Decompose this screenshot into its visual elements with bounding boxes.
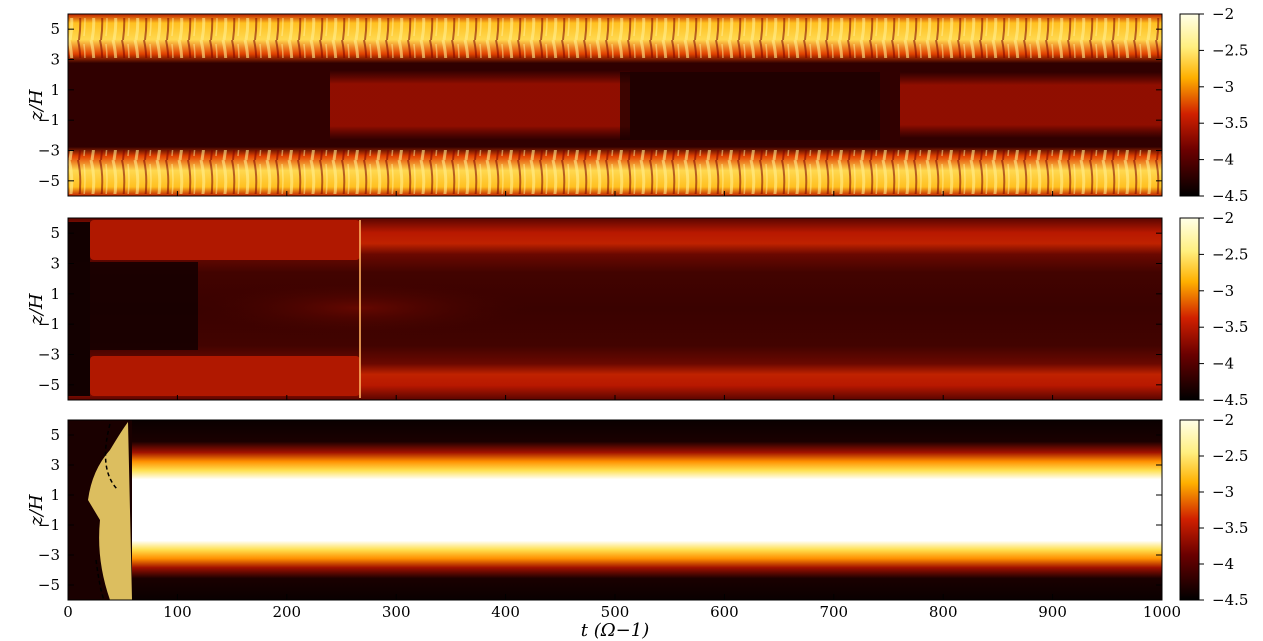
colorbar-tick-label: −4 [1212,355,1234,373]
heatmap-top-streaks-lower [68,150,1162,194]
panel-top: 5 3 1 −1 −3 −5 z/H −2 −2.5 −3 −3.5 −4 −4.5 [26,5,1248,205]
x-tick-label: 900 [1038,603,1067,621]
y-axis-bottom: 5 3 1 −1 −3 −5 [38,426,1162,594]
heatmap-bottom-background [68,420,1162,600]
colorbar-top-ticks: −2 −2.5 −3 −3.5 −4 −4.5 [1199,5,1248,205]
colorbar-tick-label: −4.5 [1212,391,1248,409]
colorbar-middle-ticks: −2 −2.5 −3 −3.5 −4 −4.5 [1199,209,1248,409]
colorbar-tick-label: −2 [1212,5,1234,23]
colorbar-tick-label: −3.5 [1212,519,1248,537]
y-tick-label: −3 [38,142,60,160]
colorbar-tick-label: −2 [1212,411,1234,429]
colorbar-tick-label: −2 [1212,209,1234,227]
colorbar-tick-label: −2.5 [1212,245,1248,263]
x-tick-label: 700 [819,603,848,621]
y-tick-label: 3 [50,456,60,474]
y-tick-label: −3 [38,546,60,564]
x-tick-label: 600 [710,603,739,621]
colorbar-tick-label: −4 [1212,555,1234,573]
x-tick-label: 100 [163,603,192,621]
colorbar-tick-label: −2.5 [1212,41,1248,59]
y-tick-label: 3 [50,255,60,273]
colorbar-bottom [1179,419,1200,601]
colorbar-tick-label: −3.5 [1212,114,1248,132]
x-tick-label: 1000 [1143,603,1181,621]
y-axis-label-bottom: z/H [26,494,47,527]
colorbar-tick-label: −3 [1212,483,1234,501]
y-tick-label: −1 [38,111,60,129]
heatmap-middle-upper-bubble [90,220,360,260]
colorbar-middle [1179,217,1200,401]
x-tick-label: 200 [272,603,301,621]
heatmap-middle-lower-bubble [90,356,360,396]
y-tick-label: −5 [38,172,60,190]
y-tick-label: −1 [38,516,60,534]
y-tick-label: −5 [38,576,60,594]
y-tick-label: −1 [38,315,60,333]
heatmap-middle-dark-gap [68,262,198,350]
y-tick-label: 5 [50,20,60,38]
colorbar-tick-label: −4.5 [1212,591,1248,609]
colorbar-tick-label: −4.5 [1212,187,1248,205]
heatmap-top-dark-midplane [620,72,880,140]
colorbar-top [1179,13,1200,197]
colorbar-tick-label: −3 [1212,282,1234,300]
y-axis-top: 5 3 1 −1 −3 −5 [38,20,1163,196]
y-tick-label: 5 [50,426,60,444]
y-tick-label: 3 [50,51,60,69]
x-tick-label: 0 [63,603,73,621]
x-tick-label: 800 [929,603,958,621]
y-tick-label: 5 [50,224,60,242]
panel-middle: 5 3 1 −1 −3 −5 z/H −2 −2.5 −3 −3.5 −4 −4.5 [26,209,1248,409]
y-axis-label-middle: z/H [26,293,47,326]
y-tick-label: −3 [38,346,60,364]
panel-bottom: 5 3 1 −1 −3 −5 0 100 200 300 400 500 600 700 800 900 10… [26,411,1248,641]
colorbar-tick-label: −4 [1212,151,1234,169]
x-axis-bottom: 0 100 200 300 400 500 600 700 800 900 1000 [63,594,1181,621]
colorbar-tick-label: −2.5 [1212,447,1248,465]
x-tick-label: 400 [491,603,520,621]
x-tick-label: 300 [382,603,411,621]
x-axis-label: t (Ω−1) [581,620,649,641]
y-axis-label-top: z/H [26,89,47,122]
colorbar-tick-label: −3.5 [1212,318,1248,336]
colorbar-tick-label: −3 [1212,78,1234,96]
y-tick-label: 1 [50,285,60,303]
y-tick-label: 1 [50,81,60,99]
y-tick-label: −5 [38,376,60,394]
heatmap-top-streaks-upper [68,18,1162,58]
x-tick-label: 500 [601,603,630,621]
colorbar-bottom-ticks: −2 −2.5 −3 −3.5 −4 −4.5 [1199,411,1248,609]
heatmap-top-active-midplane-1 [330,70,630,140]
y-tick-label: 1 [50,486,60,504]
heatmap-top-active-midplane-2 [900,72,1162,138]
heatmap-bottom-contour [95,423,119,601]
y-axis-middle: 5 3 1 −1 −3 −5 [38,224,1163,400]
heatmap-bottom-early-plume [88,422,132,600]
